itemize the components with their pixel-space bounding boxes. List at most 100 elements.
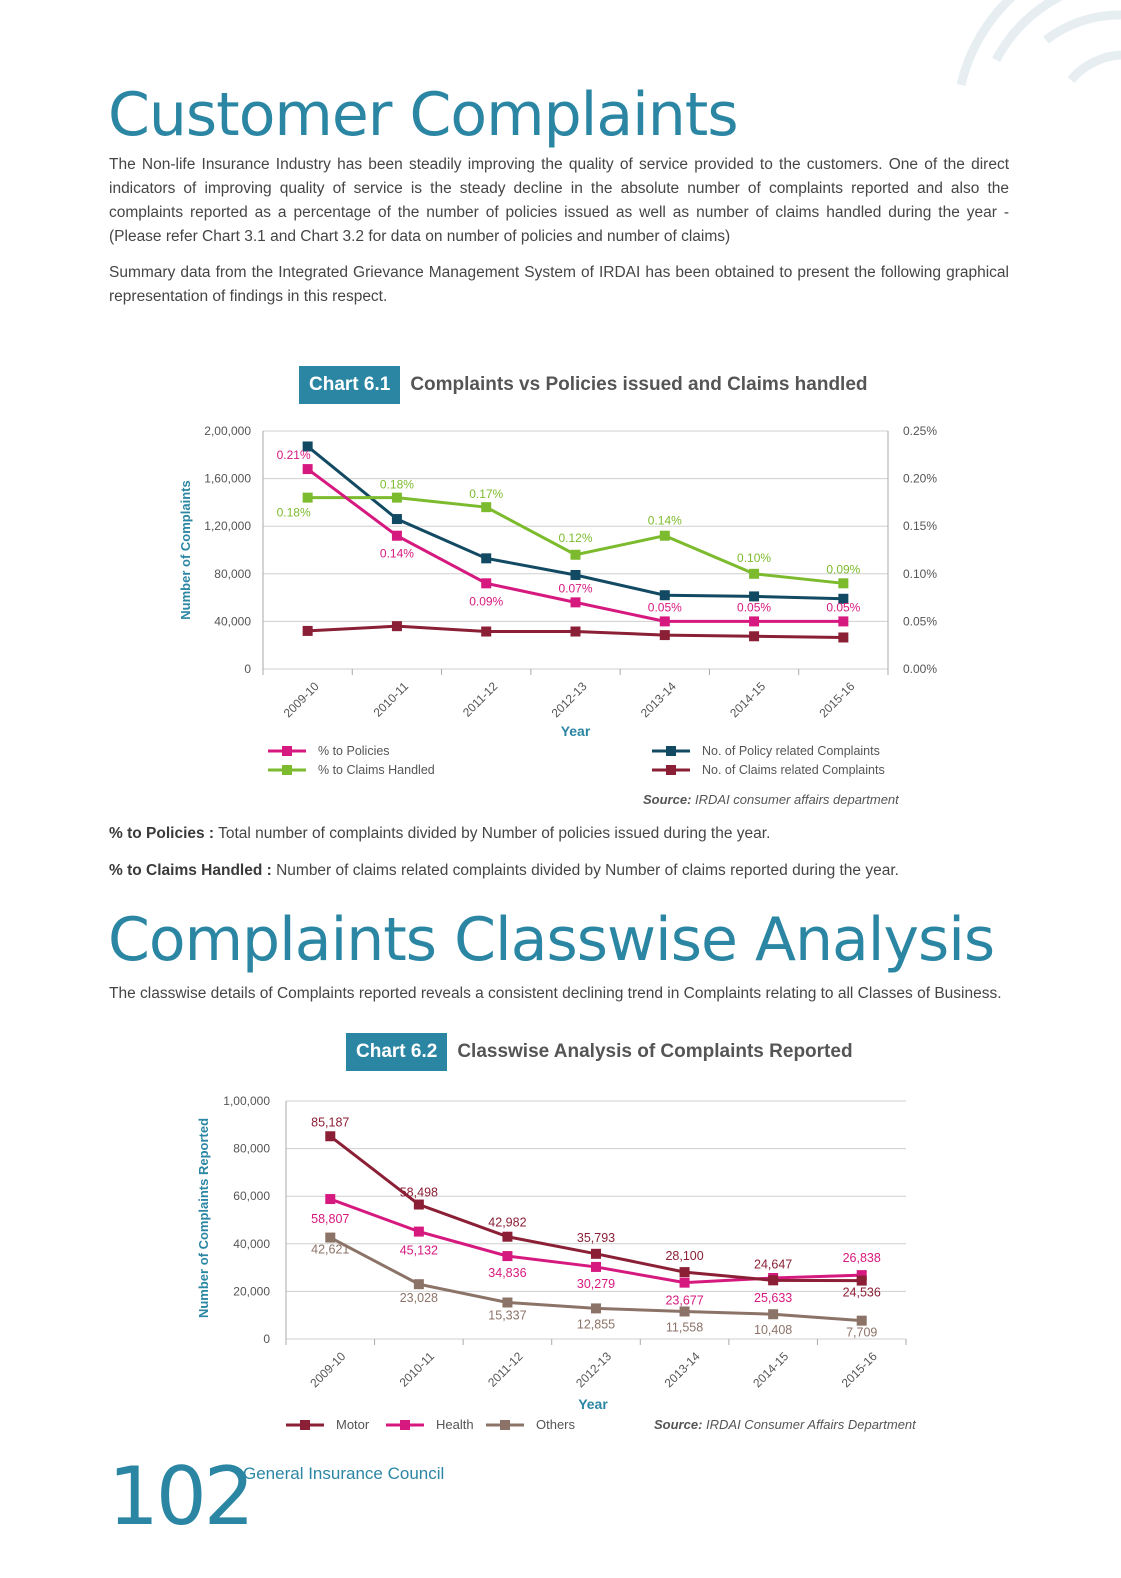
data-point — [838, 578, 849, 589]
y-tick-label: 80,000 — [214, 567, 251, 581]
data-point — [302, 464, 313, 475]
y-tick-label: 2,00,000 — [204, 424, 251, 438]
data-label: 7,709 — [846, 1326, 877, 1340]
footer-publisher: General Insurance Council — [243, 1464, 445, 1483]
data-point — [768, 1309, 779, 1320]
y2-tick-label: 0.25% — [903, 424, 937, 438]
data-label: 0.14% — [380, 547, 414, 561]
x-axis-title: Year — [561, 723, 591, 739]
legend-marker — [500, 1420, 510, 1430]
data-point — [481, 578, 492, 589]
data-point — [481, 553, 492, 564]
data-point — [502, 1231, 513, 1242]
x-tick-label: 2015-16 — [839, 1349, 880, 1390]
y2-tick-label: 0.00% — [903, 662, 937, 676]
y2-tick-label: 0.10% — [903, 567, 937, 581]
legend-label: Health — [436, 1417, 474, 1432]
data-point — [325, 1131, 336, 1142]
note-claims: % to Claims Handled : Number of claims r… — [109, 862, 899, 879]
data-point — [591, 1248, 601, 1259]
data-label: 24,536 — [843, 1286, 881, 1300]
data-label: 0.07% — [558, 581, 592, 595]
data-label: 0.18% — [277, 506, 311, 520]
chart-1-tag: Chart 6.1 — [299, 366, 401, 404]
x-tick-label: 2010-11 — [371, 679, 412, 720]
legend-label: No. of Policy related Complaints — [702, 744, 880, 758]
x-tick-label: 2012-13 — [573, 1349, 614, 1390]
data-label: 42,982 — [488, 1216, 526, 1230]
data-point — [749, 568, 760, 579]
data-point — [391, 621, 402, 632]
chart-1-title: Complaints vs Policies issued and Claims… — [410, 374, 868, 395]
data-point — [570, 569, 581, 580]
y2-tick-label: 0.20% — [903, 472, 937, 486]
x-tick-label: 2010-11 — [397, 1349, 438, 1390]
data-point — [391, 492, 402, 503]
data-point — [391, 514, 402, 525]
data-point — [591, 1303, 601, 1314]
data-point — [570, 597, 581, 608]
data-point — [413, 1279, 424, 1290]
source-label: Source: — [654, 1417, 702, 1432]
data-point — [481, 626, 492, 637]
legend-label: Others — [536, 1417, 576, 1432]
section-title: Complaints Classwise Analysis — [108, 905, 995, 975]
x-tick-label: 2009-10 — [281, 679, 322, 720]
y-axis-title: Number of Complaints — [178, 480, 193, 619]
data-point — [413, 1199, 424, 1210]
data-point — [679, 1306, 690, 1317]
data-point — [325, 1232, 336, 1243]
chart-2-header: Chart 6.2 Classwise Analysis of Complain… — [346, 1033, 853, 1071]
x-tick-label: 2013-14 — [638, 679, 679, 720]
data-label: 0.12% — [558, 531, 592, 545]
data-label: 58,807 — [311, 1212, 349, 1226]
data-point — [413, 1226, 424, 1237]
data-label: 85,187 — [311, 1115, 349, 1129]
data-point — [325, 1194, 336, 1205]
data-point — [838, 616, 849, 627]
note-policies: % to Policies : Total number of complain… — [109, 825, 771, 842]
data-point — [856, 1270, 867, 1281]
chart-1: 0 40,000 80,000 1,20,000 1,60,000 2,00,000 0.0… — [178, 424, 937, 777]
legend-marker — [400, 1420, 410, 1430]
data-point — [679, 1267, 690, 1278]
data-label: 0.14% — [648, 514, 682, 528]
x-axis-title: Year — [578, 1396, 608, 1412]
data-point — [570, 549, 581, 560]
y-tick-label: 0 — [244, 662, 251, 676]
y-tick-label: 80,000 — [233, 1142, 270, 1156]
data-label: 58,498 — [400, 1186, 438, 1200]
legend-marker — [666, 746, 676, 756]
y2-tick-label: 0.15% — [903, 519, 937, 533]
legend-label: % to Policies — [318, 744, 390, 758]
data-point — [659, 616, 670, 627]
data-label: 0.21% — [277, 448, 311, 462]
data-label: 35,793 — [577, 1231, 615, 1245]
data-point — [502, 1297, 513, 1308]
chart-1-source: Source: IRDAI consumer affairs departmen… — [643, 792, 899, 807]
data-label: 26,838 — [843, 1251, 881, 1265]
x-tick-label: 2013-14 — [662, 1349, 703, 1390]
x-tick-label: 2011-12 — [485, 1349, 526, 1390]
classwise-paragraph: The classwise details of Complaints repo… — [109, 985, 1002, 1002]
data-label: 0.05% — [648, 600, 682, 614]
data-label: 23,677 — [665, 1294, 703, 1308]
data-label: 0.05% — [737, 600, 771, 614]
chart-2-title: Classwise Analysis of Complaints Reporte… — [457, 1041, 853, 1062]
x-tick-label: 2009-10 — [307, 1349, 348, 1390]
y-tick-label: 20,000 — [233, 1284, 270, 1298]
source-text: IRDAI Consumer Affairs Department — [702, 1417, 917, 1432]
chart-1-header: Chart 6.1 Complaints vs Policies issued … — [299, 366, 868, 404]
data-point — [679, 1277, 690, 1288]
y2-tick-label: 0.05% — [903, 614, 937, 628]
data-label: 30,279 — [577, 1277, 615, 1291]
data-point — [749, 616, 760, 627]
y-tick-label: 1,20,000 — [204, 519, 251, 533]
legend-marker — [282, 765, 292, 775]
x-tick-label: 2014-15 — [727, 679, 768, 720]
x-tick-label: 2014-15 — [750, 1349, 791, 1390]
y-tick-label: 1,60,000 — [204, 472, 251, 486]
chart-2: 0 20,000 40,000 60,000 80,000 1,00,000 2009-10… — [196, 1094, 917, 1432]
y-tick-label: 60,000 — [233, 1189, 270, 1203]
data-point — [768, 1275, 779, 1286]
